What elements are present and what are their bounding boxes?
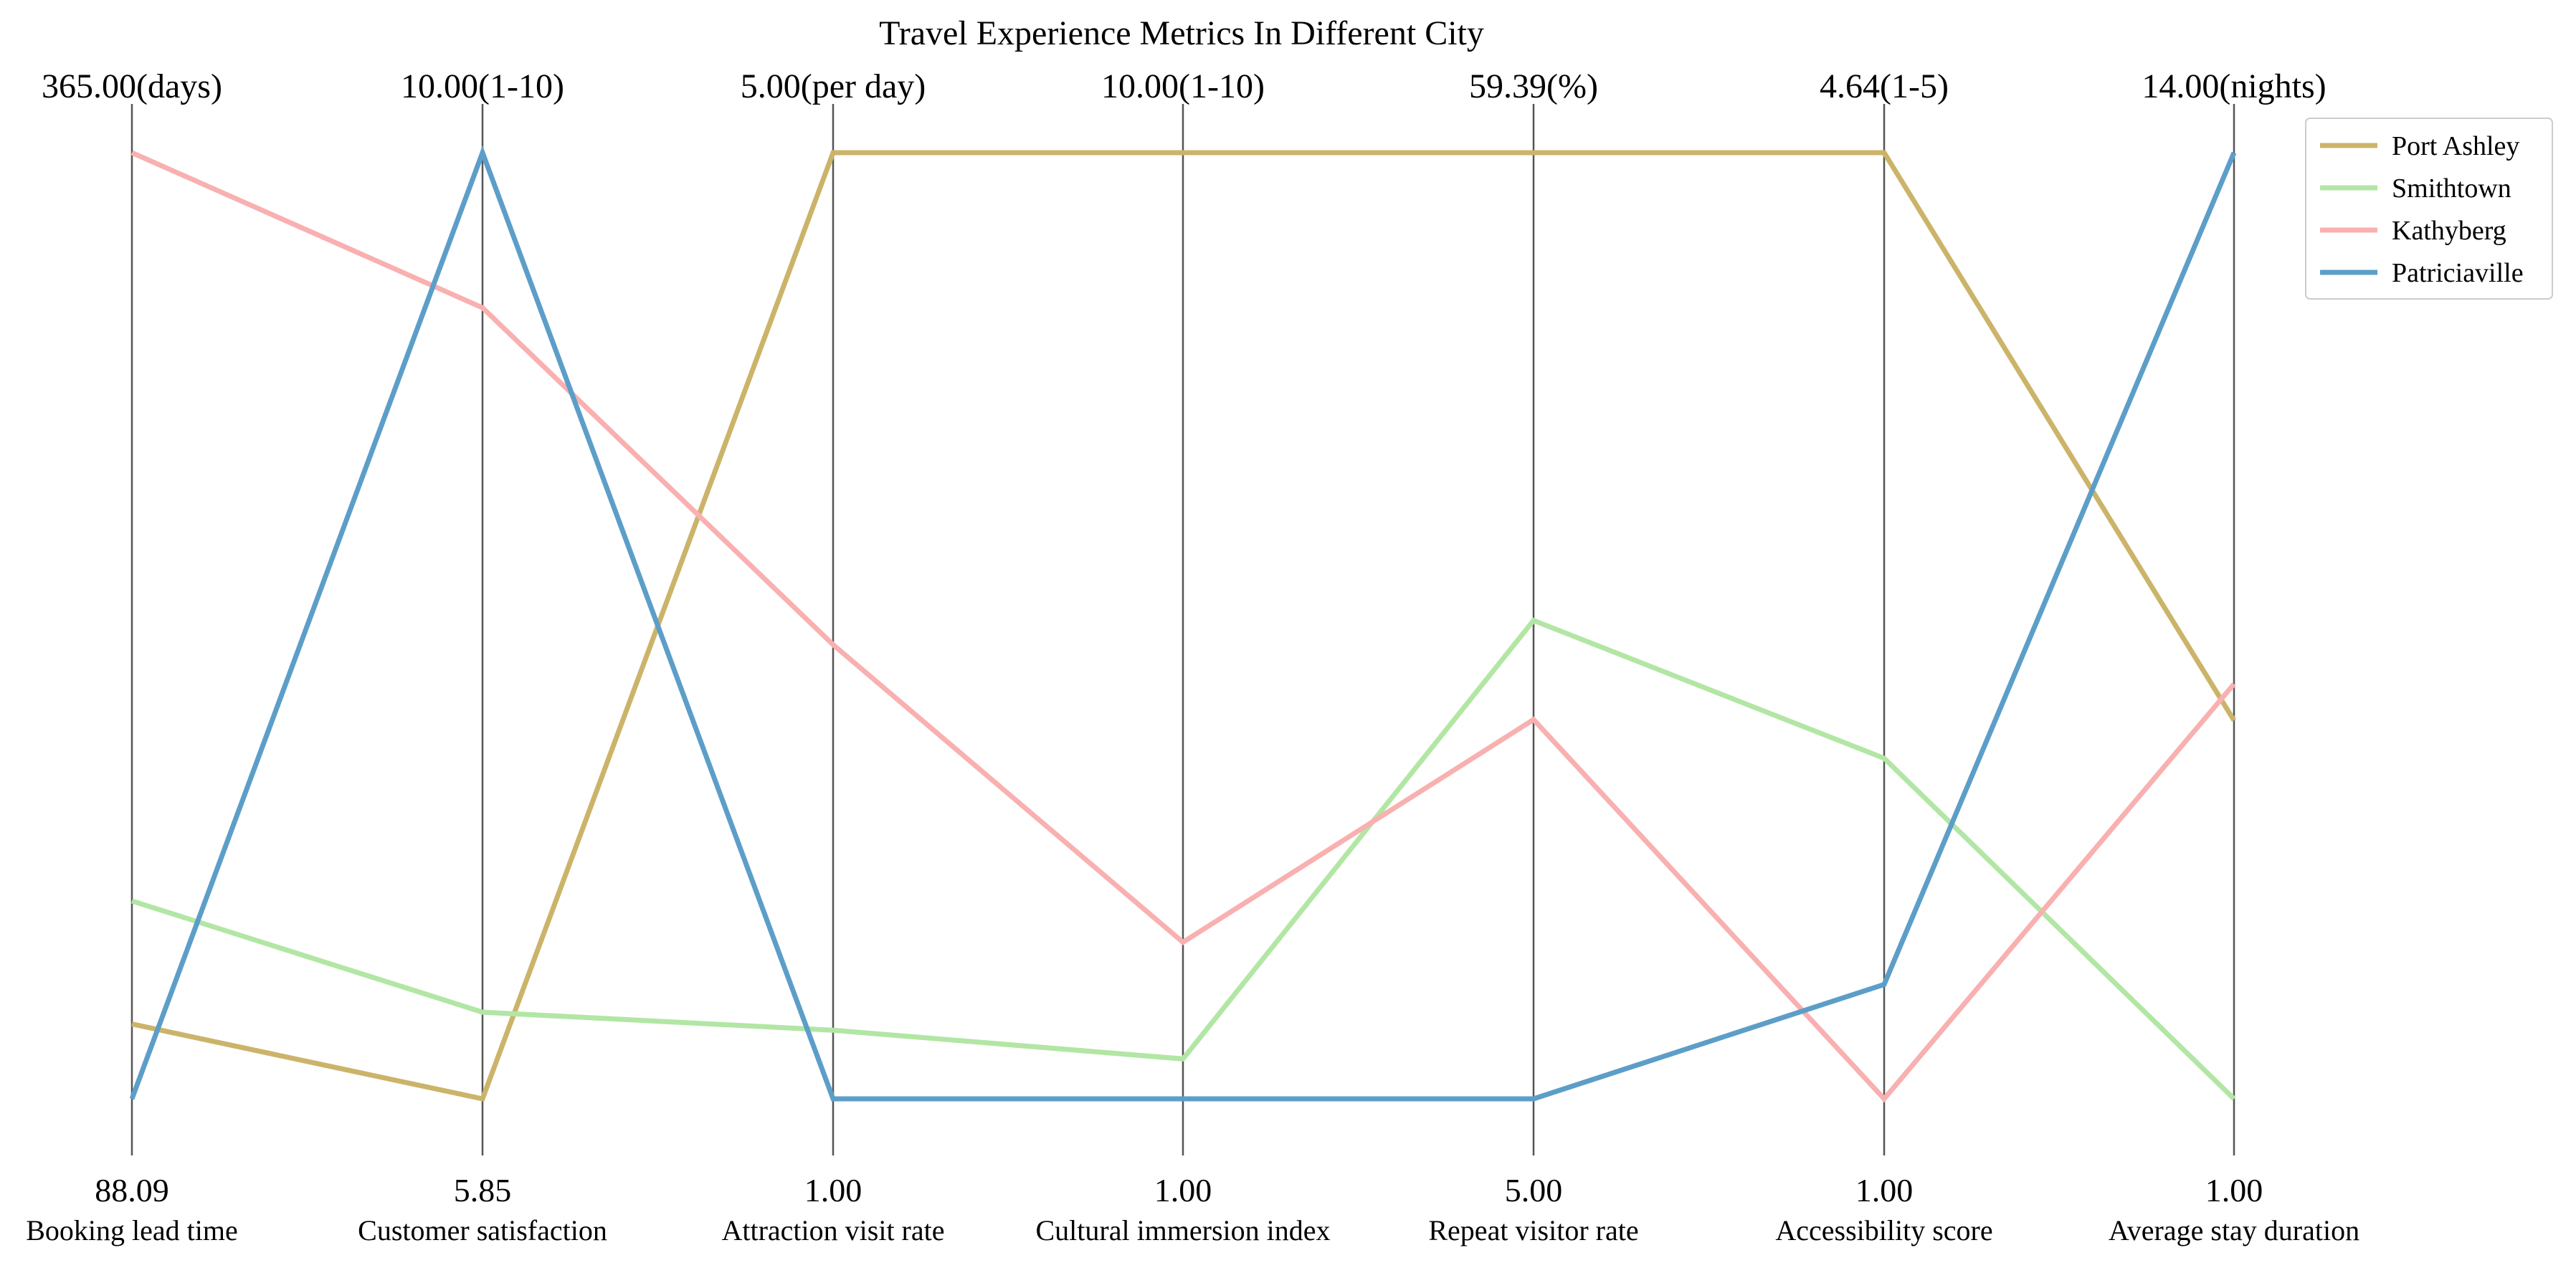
- legend-label: Port Ashley: [2392, 131, 2519, 161]
- legend-label: Kathyberg: [2392, 216, 2506, 246]
- axis-max-label: 5.00(per day): [741, 67, 926, 105]
- axis-max-label: 10.00(1-10): [401, 67, 564, 105]
- axis-max-label: 4.64(1-5): [1820, 67, 1949, 105]
- series-line-patriciaville: [129, 145, 2237, 1102]
- axis-name-label: Customer satisfaction: [358, 1214, 607, 1246]
- legend-label: Patriciaville: [2392, 258, 2524, 288]
- legend-label: Smithtown: [2392, 173, 2511, 204]
- axis-max-label: 365.00(days): [42, 67, 222, 105]
- axis-max-label: 59.39(%): [1469, 67, 1598, 105]
- axis-name-label: Accessibility score: [1775, 1214, 1992, 1246]
- series-layer: [129, 145, 2237, 1103]
- axis-min-label: 1.00: [2205, 1172, 2263, 1209]
- series-line-port-ashley: [131, 150, 2236, 1102]
- series-line-smithtown: [130, 617, 2236, 1101]
- series-line-kathyberg: [130, 150, 2236, 1103]
- axis-max-label: 14.00(nights): [2142, 67, 2326, 105]
- legend-box: [2305, 118, 2553, 300]
- axis-min-label: 1.00: [1154, 1172, 1212, 1209]
- axes-layer: 365.00(days) 88.09 Booking lead time 10.00(…: [26, 67, 2359, 1246]
- axis-min-label: 88.09: [95, 1172, 169, 1209]
- axis-min-label: 5.00: [1505, 1172, 1563, 1209]
- axis-min-label: 1.00: [1855, 1172, 1914, 1209]
- chart-title: Travel Experience Metrics In Different C…: [879, 14, 1484, 52]
- axis-name-label: Average stay duration: [2109, 1214, 2359, 1246]
- legend: Port Ashley Smithtown Kathyberg Patriciavil…: [2305, 118, 2553, 300]
- axis-name-label: Cultural immersion index: [1035, 1214, 1330, 1246]
- axis-name-label: Booking lead time: [26, 1214, 238, 1246]
- axis-min-label: 5.85: [454, 1172, 512, 1209]
- axis-max-label: 10.00(1-10): [1101, 67, 1265, 105]
- axis-name-label: Repeat visitor rate: [1428, 1214, 1638, 1246]
- axis-min-label: 1.00: [804, 1172, 862, 1209]
- axis-name-label: Attraction visit rate: [721, 1214, 944, 1246]
